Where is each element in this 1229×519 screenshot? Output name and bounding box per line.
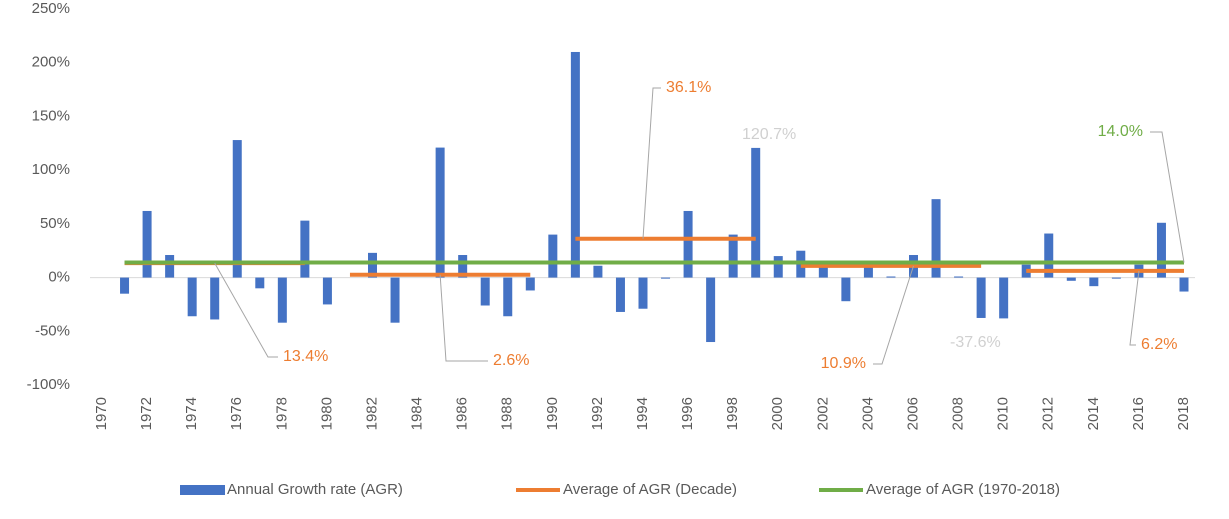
legend-label: Average of AGR (1970-2018) <box>866 481 1060 498</box>
bar <box>615 277 625 312</box>
bar <box>322 277 332 305</box>
bar <box>548 234 558 278</box>
data-label: 2.6% <box>493 352 529 369</box>
x-tick-label: 1984 <box>409 397 426 430</box>
leader-line <box>873 265 914 365</box>
data-label: 6.2% <box>1141 336 1177 353</box>
bar <box>661 277 671 279</box>
bar <box>818 266 828 278</box>
legend-label: Annual Growth rate (AGR) <box>227 481 403 498</box>
y-tick-label: 150% <box>32 107 70 124</box>
legend-swatch <box>180 485 225 495</box>
bar <box>277 277 287 323</box>
bar <box>120 277 130 294</box>
x-tick-label: 1980 <box>318 397 335 430</box>
y-tick-label: 200% <box>32 54 70 71</box>
y-tick-label: 100% <box>32 161 70 178</box>
x-tick-label: 2018 <box>1175 397 1192 430</box>
bar <box>1066 277 1076 281</box>
x-tick-label: 2012 <box>1040 397 1057 430</box>
bar <box>773 256 783 278</box>
bar <box>1089 277 1099 287</box>
bar <box>751 147 761 278</box>
bar <box>435 147 445 278</box>
leader-line <box>1129 270 1140 346</box>
x-tick-label: 2014 <box>1085 397 1102 430</box>
bar <box>728 234 738 278</box>
bar <box>683 210 693 278</box>
x-tick-label: 1982 <box>363 397 380 430</box>
data-label: 13.4% <box>283 348 328 365</box>
y-tick-label: -50% <box>35 322 70 339</box>
bar <box>999 277 1009 319</box>
leader-line <box>642 87 661 239</box>
data-label: 10.9% <box>821 355 866 372</box>
bar <box>954 276 964 278</box>
bar <box>210 277 220 320</box>
bar <box>525 277 535 291</box>
bar <box>593 265 603 278</box>
legend-label: Average of AGR (Decade) <box>563 481 737 498</box>
leader-line <box>1150 131 1185 263</box>
bar <box>1111 277 1121 279</box>
data-label: 36.1% <box>666 79 711 96</box>
x-tick-label: 2008 <box>950 397 967 430</box>
y-tick-label: -100% <box>27 376 70 393</box>
leader-line <box>439 274 488 362</box>
bar <box>638 277 648 309</box>
bar <box>165 255 175 278</box>
x-tick-label: 1978 <box>273 397 290 430</box>
bar <box>1044 233 1054 278</box>
bar <box>570 51 580 278</box>
bar <box>480 277 490 306</box>
bar <box>1021 264 1031 278</box>
bar <box>706 277 716 343</box>
bar <box>187 277 197 317</box>
data-label: 120.7% <box>742 126 796 143</box>
x-tick-label: 1972 <box>138 397 155 430</box>
bar <box>503 277 513 317</box>
x-tick-label: 1976 <box>228 397 245 430</box>
bar <box>255 277 265 289</box>
x-tick-label: 1988 <box>499 397 516 430</box>
x-tick-label: 1994 <box>634 397 651 430</box>
x-tick-label: 1970 <box>93 397 110 430</box>
y-tick-label: 250% <box>32 0 70 17</box>
x-tick-label: 2006 <box>904 397 921 430</box>
bar <box>976 277 986 318</box>
x-tick-label: 1996 <box>679 397 696 430</box>
x-tick-label: 1998 <box>724 397 741 430</box>
bar <box>1179 277 1189 292</box>
bar <box>300 220 310 278</box>
bar <box>1156 222 1166 278</box>
bar <box>142 210 152 278</box>
x-tick-label: 2010 <box>995 397 1012 430</box>
bar <box>232 140 242 278</box>
bar <box>841 277 851 302</box>
x-tick-label: 2004 <box>859 397 876 430</box>
leader-line <box>214 262 278 358</box>
bar <box>458 255 468 278</box>
y-tick-label: 50% <box>40 215 70 232</box>
x-tick-label: 2000 <box>769 397 786 430</box>
data-label: -37.6% <box>950 334 1001 351</box>
x-tick-label: 1990 <box>544 397 561 430</box>
y-tick-label: 0% <box>48 269 70 286</box>
data-label: 14.0% <box>1098 123 1143 140</box>
x-tick-label: 2016 <box>1130 397 1147 430</box>
bar <box>368 252 377 278</box>
bar <box>886 276 896 278</box>
bar <box>390 277 400 323</box>
bar <box>863 266 873 278</box>
bar <box>931 199 941 278</box>
x-tick-label: 1974 <box>183 397 200 430</box>
x-tick-label: 2002 <box>814 397 831 430</box>
x-tick-label: 1992 <box>589 397 606 430</box>
x-tick-label: 1986 <box>454 397 471 430</box>
